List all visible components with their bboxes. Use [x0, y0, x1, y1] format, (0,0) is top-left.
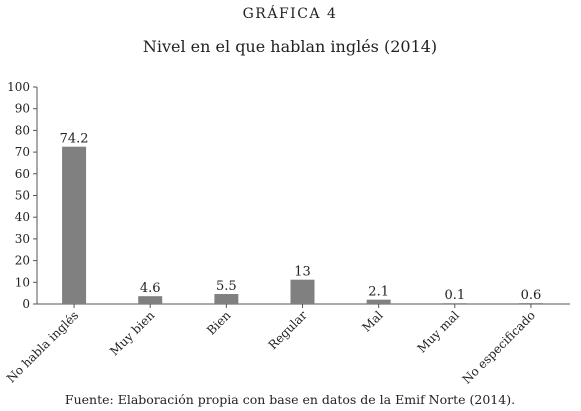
bar: [214, 294, 239, 304]
y-tick-label: 10: [15, 275, 30, 289]
y-tick-label: 80: [15, 123, 30, 137]
source-note: Fuente: Elaboración propia con base en d…: [65, 392, 515, 407]
bar: [62, 146, 87, 304]
x-tick-label: Regular: [266, 308, 310, 352]
y-tick-label: 0: [22, 297, 30, 311]
chart-bars: 74.2 4.6 5.5 13 2.1 0.1 0.6: [60, 132, 543, 304]
bar-data-label: 0.1: [444, 288, 465, 303]
bar: [138, 296, 163, 304]
bar-data-label: 2.1: [368, 285, 389, 300]
bar-data-label: 4.6: [140, 281, 161, 296]
y-tick-label: 60: [15, 167, 30, 181]
figure-label: GRÁFICA 4: [243, 4, 338, 22]
x-tick-label: No especificado: [460, 308, 538, 386]
x-tick-label: Muy bien: [107, 308, 157, 358]
chart-title: Nivel en el que hablan inglés (2014): [143, 37, 437, 56]
x-tick-label: Mal: [359, 308, 385, 334]
y-tick-label: 90: [15, 102, 30, 116]
y-tick-label: 70: [15, 145, 30, 159]
y-tick-label: 20: [15, 254, 30, 268]
bar-data-label: 5.5: [216, 279, 237, 294]
bar-data-label: 0.6: [521, 288, 542, 303]
y-tick-label: 40: [15, 210, 30, 224]
bar: [518, 303, 543, 304]
bar: [366, 299, 391, 304]
x-tick-label: Muy mal: [415, 308, 462, 355]
x-tick-label: Bien: [204, 308, 234, 338]
y-tick-label: 50: [15, 189, 30, 203]
bar: [290, 279, 315, 304]
x-tick-label: No habla inglés: [4, 308, 81, 385]
y-tick-label: 100: [7, 80, 30, 94]
chart-axes: 0 10 20 30 40 50 60 70 80 90 100 No habla inglés Muy…: [4, 80, 570, 387]
y-tick-label: 30: [15, 232, 30, 246]
bar: [442, 303, 467, 304]
bar-data-label: 13: [294, 265, 311, 280]
bar-data-label: 74.2: [60, 132, 89, 147]
